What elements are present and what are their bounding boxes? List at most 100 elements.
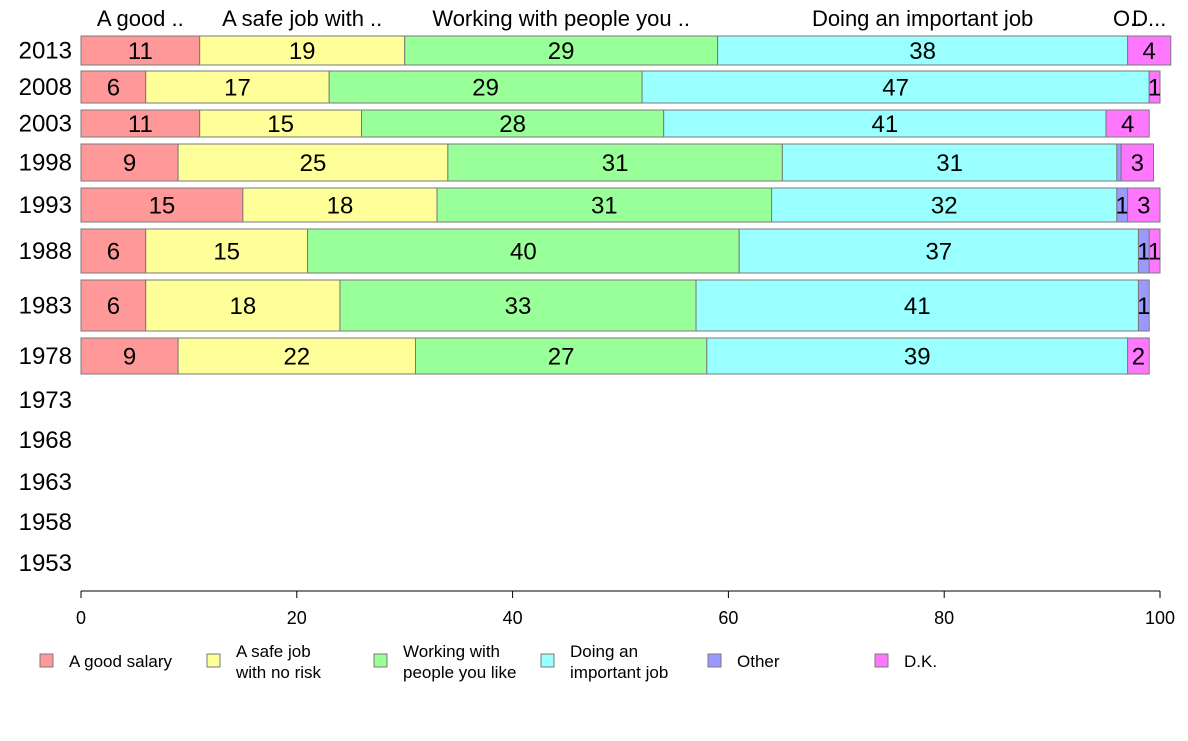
bar-segment: [1116, 143, 1122, 182]
data-label: 31: [936, 150, 963, 177]
legend-swatch: [373, 653, 388, 668]
bar-segment: [695, 279, 1139, 332]
legend-label: Doing an: [570, 642, 638, 661]
year-label: 1953: [19, 550, 72, 577]
data-label: 18: [327, 193, 354, 220]
data-label: 17: [224, 75, 251, 102]
x-tick-label: 40: [503, 608, 523, 628]
x-tick-label: 60: [718, 608, 738, 628]
bar-segment: [1148, 70, 1161, 104]
bar-segment: [177, 337, 416, 375]
legend-swatch: [540, 653, 555, 668]
data-label: 1: [1148, 239, 1161, 266]
bar-segment: [339, 279, 697, 332]
data-label: 1: [1137, 239, 1150, 266]
year-label: 1998: [19, 150, 72, 177]
data-label: 1: [1137, 293, 1150, 320]
bar-segment: [80, 35, 201, 66]
bar-segment: [145, 279, 341, 332]
data-label: 25: [300, 150, 327, 177]
year-label: 1983: [19, 293, 72, 320]
data-label: 32: [931, 193, 958, 220]
data-label: 11: [128, 111, 153, 138]
legend-swatch: [707, 653, 722, 668]
legend-label: with no risk: [235, 663, 322, 682]
year-label: 2008: [19, 74, 72, 101]
bar-segment: [1137, 279, 1150, 332]
legend-label: D.K.: [904, 652, 937, 671]
bar-segment: [706, 337, 1129, 375]
data-label: 31: [591, 193, 618, 220]
bar-segment: [80, 187, 244, 223]
year-label: 1978: [19, 343, 72, 370]
data-label: 2: [1132, 344, 1145, 371]
bar-segment: [361, 109, 665, 138]
data-label: 6: [107, 75, 120, 102]
data-label: 41: [904, 293, 931, 320]
legend-swatch: [39, 653, 54, 668]
data-label: 37: [925, 239, 952, 266]
data-label: 33: [505, 293, 532, 320]
x-tick-label: 100: [1145, 608, 1175, 628]
bar-segment: [717, 35, 1129, 66]
data-label: 39: [904, 344, 931, 371]
year-label: 2013: [19, 38, 72, 65]
data-label: 9: [123, 344, 136, 371]
bar-segment: [641, 70, 1150, 104]
series-top-label: Working with people you ..: [432, 6, 690, 31]
bar-segment: [177, 143, 449, 182]
data-label: 22: [283, 344, 310, 371]
data-label: 38: [909, 38, 936, 65]
data-label: 29: [548, 38, 575, 65]
series-top-label: Doing an important job: [812, 6, 1033, 31]
x-tick-label: 80: [934, 608, 954, 628]
data-label: 28: [499, 111, 526, 138]
series-top-label: D...: [1132, 6, 1166, 31]
data-label: 19: [289, 38, 316, 65]
data-label: 40: [510, 239, 537, 266]
year-label: 1968: [19, 427, 72, 454]
data-label: 1: [1116, 193, 1129, 220]
data-label: 1: [1148, 75, 1161, 102]
bar-segment: [80, 279, 147, 332]
year-label: 1988: [19, 238, 72, 265]
data-label: 31: [602, 150, 629, 177]
bar-segment: [1127, 337, 1150, 375]
bar-segment: [436, 187, 773, 223]
legend-label: important job: [570, 663, 668, 682]
bar-segment: [447, 143, 783, 182]
data-label: 15: [213, 239, 240, 266]
legend-swatch: [874, 653, 889, 668]
bar-segment: [199, 109, 363, 138]
bar-segment: [199, 35, 406, 66]
data-label: 47: [882, 75, 909, 102]
legend-swatch: [206, 653, 221, 668]
series-top-label: A good ..: [97, 6, 184, 31]
data-label: 6: [107, 239, 120, 266]
x-tick-label: 0: [76, 608, 86, 628]
data-label: 4: [1143, 38, 1156, 65]
series-top-label: O..: [1113, 6, 1142, 31]
data-label: 3: [1131, 150, 1144, 177]
legend-label: Working with: [403, 642, 500, 661]
bar-segment: [80, 337, 179, 375]
bar-segment: [1120, 143, 1155, 182]
x-tick-label: 20: [287, 608, 307, 628]
data-label: 3: [1137, 193, 1150, 220]
year-label: 1973: [19, 387, 72, 414]
data-label: 15: [267, 111, 294, 138]
bar-segment: [1127, 35, 1172, 66]
bar-segment: [1105, 109, 1150, 138]
year-label: 1958: [19, 509, 72, 536]
bar-segment: [80, 109, 201, 138]
data-label: 9: [123, 150, 136, 177]
bar-segment: [781, 143, 1118, 182]
bar-segment: [771, 187, 1118, 223]
bar-segment: [1127, 187, 1161, 223]
legend-label: Other: [737, 652, 780, 671]
data-label: 11: [128, 38, 153, 65]
year-label: 1993: [19, 192, 72, 219]
legend-label: people you like: [403, 663, 516, 682]
